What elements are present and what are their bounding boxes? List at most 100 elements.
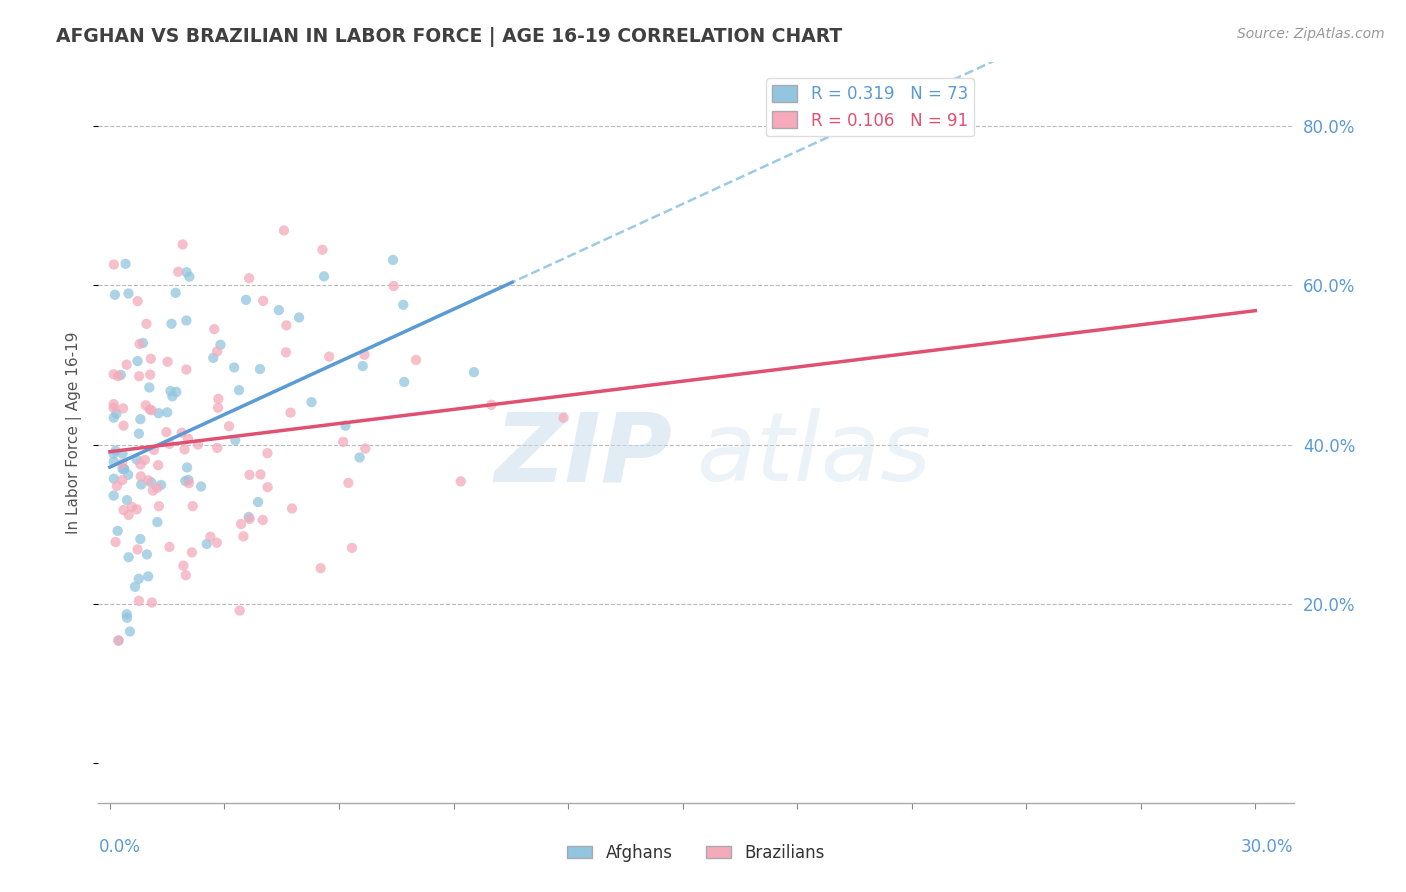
- Point: [202, 351, 225, 365]
- Point: [176, 313, 198, 327]
- Point: [252, 513, 274, 527]
- Point: [172, 558, 194, 573]
- Point: [129, 477, 152, 491]
- Point: [111, 462, 134, 476]
- Point: [256, 480, 278, 494]
- Legend: Afghans, Brazilians: Afghans, Brazilians: [561, 838, 831, 869]
- Point: [312, 269, 335, 284]
- Point: [111, 447, 134, 461]
- Point: [125, 452, 148, 467]
- Point: [112, 462, 135, 476]
- Point: [450, 475, 472, 489]
- Point: [146, 481, 169, 495]
- Point: [127, 542, 149, 557]
- Point: [176, 362, 198, 376]
- Point: [228, 604, 250, 618]
- Point: [238, 510, 260, 524]
- Point: [301, 395, 323, 409]
- Point: [148, 406, 170, 420]
- Point: [150, 478, 173, 492]
- Point: [129, 458, 152, 472]
- Point: [179, 269, 201, 284]
- Point: [224, 434, 246, 448]
- Point: [117, 550, 139, 565]
- Point: [128, 426, 150, 441]
- Point: [273, 223, 295, 237]
- Point: [180, 545, 202, 559]
- Point: [115, 607, 138, 622]
- Point: [187, 437, 209, 451]
- Point: [128, 594, 150, 608]
- Point: [129, 412, 152, 426]
- Point: [337, 475, 360, 490]
- Point: [228, 383, 250, 397]
- Point: [309, 561, 332, 575]
- Point: [229, 516, 252, 531]
- Point: [112, 401, 135, 416]
- Point: [288, 310, 311, 325]
- Point: [103, 454, 125, 468]
- Point: [128, 337, 150, 351]
- Point: [135, 398, 157, 412]
- Point: [103, 368, 125, 382]
- Point: [103, 410, 125, 425]
- Point: [142, 483, 165, 498]
- Point: [138, 380, 160, 394]
- Point: [107, 369, 129, 384]
- Point: [114, 257, 136, 271]
- Point: [209, 337, 232, 351]
- Point: [479, 398, 502, 412]
- Point: [276, 318, 298, 333]
- Point: [160, 317, 183, 331]
- Point: [172, 237, 194, 252]
- Point: [112, 418, 135, 433]
- Point: [107, 633, 129, 648]
- Point: [165, 285, 187, 300]
- Point: [124, 580, 146, 594]
- Point: [218, 419, 240, 434]
- Point: [136, 548, 159, 562]
- Point: [148, 499, 170, 513]
- Point: [141, 475, 163, 490]
- Point: [311, 243, 333, 257]
- Point: [382, 279, 405, 293]
- Point: [463, 365, 485, 379]
- Point: [111, 473, 134, 487]
- Point: [553, 410, 575, 425]
- Point: [127, 294, 149, 309]
- Point: [125, 502, 148, 516]
- Point: [110, 368, 132, 382]
- Point: [105, 479, 128, 493]
- Point: [177, 473, 200, 487]
- Point: [239, 512, 262, 526]
- Point: [112, 462, 135, 476]
- Point: [281, 501, 304, 516]
- Text: Source: ZipAtlas.com: Source: ZipAtlas.com: [1237, 27, 1385, 41]
- Text: ZIP: ZIP: [494, 409, 672, 501]
- Point: [121, 500, 143, 514]
- Point: [238, 271, 260, 285]
- Point: [224, 360, 246, 375]
- Point: [129, 469, 152, 483]
- Point: [128, 369, 150, 384]
- Point: [173, 442, 195, 457]
- Point: [107, 524, 129, 538]
- Point: [202, 322, 225, 336]
- Point: [405, 352, 427, 367]
- Point: [190, 479, 212, 493]
- Point: [207, 392, 229, 406]
- Point: [335, 418, 357, 433]
- Point: [104, 443, 127, 458]
- Point: [118, 624, 141, 639]
- Point: [139, 351, 162, 366]
- Text: 30.0%: 30.0%: [1241, 838, 1294, 856]
- Point: [142, 442, 165, 457]
- Point: [111, 457, 134, 471]
- Y-axis label: In Labor Force | Age 16-19: In Labor Force | Age 16-19: [66, 331, 83, 534]
- Point: [352, 359, 374, 373]
- Point: [249, 467, 271, 482]
- Point: [392, 298, 415, 312]
- Point: [138, 402, 160, 417]
- Point: [127, 354, 149, 368]
- Point: [104, 287, 127, 301]
